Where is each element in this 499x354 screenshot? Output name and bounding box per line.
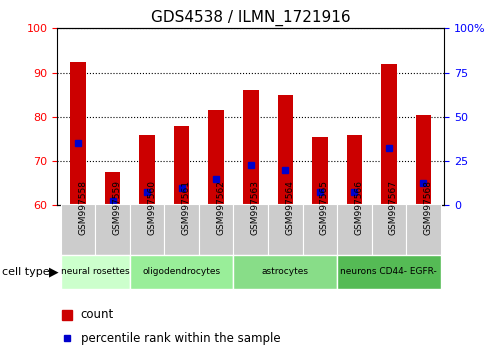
Text: GSM997559: GSM997559 bbox=[113, 180, 122, 235]
Bar bbox=[372, 204, 406, 255]
Text: cell type: cell type bbox=[2, 267, 50, 277]
Bar bbox=[337, 204, 372, 255]
Text: GSM997558: GSM997558 bbox=[78, 180, 87, 235]
Bar bbox=[268, 204, 302, 255]
Bar bbox=[302, 204, 337, 255]
Bar bbox=[61, 204, 95, 255]
Bar bbox=[139, 135, 155, 205]
Bar bbox=[234, 255, 337, 289]
Text: GSM997565: GSM997565 bbox=[320, 180, 329, 235]
Bar bbox=[70, 62, 86, 205]
Bar bbox=[105, 172, 120, 205]
Text: GSM997566: GSM997566 bbox=[354, 180, 363, 235]
Text: GSM997564: GSM997564 bbox=[285, 180, 294, 235]
Text: percentile rank within the sample: percentile rank within the sample bbox=[81, 332, 280, 344]
Title: GDS4538 / ILMN_1721916: GDS4538 / ILMN_1721916 bbox=[151, 9, 351, 25]
Text: GSM997561: GSM997561 bbox=[182, 180, 191, 235]
Bar bbox=[312, 137, 327, 205]
Text: neurons CD44- EGFR-: neurons CD44- EGFR- bbox=[340, 267, 437, 276]
Bar bbox=[243, 90, 258, 205]
Bar bbox=[199, 204, 234, 255]
Text: neural rosettes: neural rosettes bbox=[61, 267, 130, 276]
Bar bbox=[347, 135, 362, 205]
Bar bbox=[337, 255, 441, 289]
Bar bbox=[130, 204, 165, 255]
Bar bbox=[165, 204, 199, 255]
Bar bbox=[130, 255, 234, 289]
Bar bbox=[234, 204, 268, 255]
Bar bbox=[95, 204, 130, 255]
Bar bbox=[174, 126, 190, 205]
Bar bbox=[209, 110, 224, 205]
Bar bbox=[381, 64, 397, 205]
Bar bbox=[406, 204, 441, 255]
Text: astrocytes: astrocytes bbox=[262, 267, 309, 276]
Text: GSM997563: GSM997563 bbox=[251, 180, 260, 235]
Bar bbox=[61, 255, 130, 289]
Bar bbox=[416, 115, 431, 205]
Bar bbox=[277, 95, 293, 205]
Text: count: count bbox=[81, 308, 114, 321]
Text: ▶: ▶ bbox=[49, 266, 58, 278]
Text: GSM997562: GSM997562 bbox=[216, 180, 225, 235]
Text: GSM997560: GSM997560 bbox=[147, 180, 156, 235]
Text: GSM997568: GSM997568 bbox=[423, 180, 433, 235]
Text: GSM997567: GSM997567 bbox=[389, 180, 398, 235]
Text: oligodendrocytes: oligodendrocytes bbox=[143, 267, 221, 276]
